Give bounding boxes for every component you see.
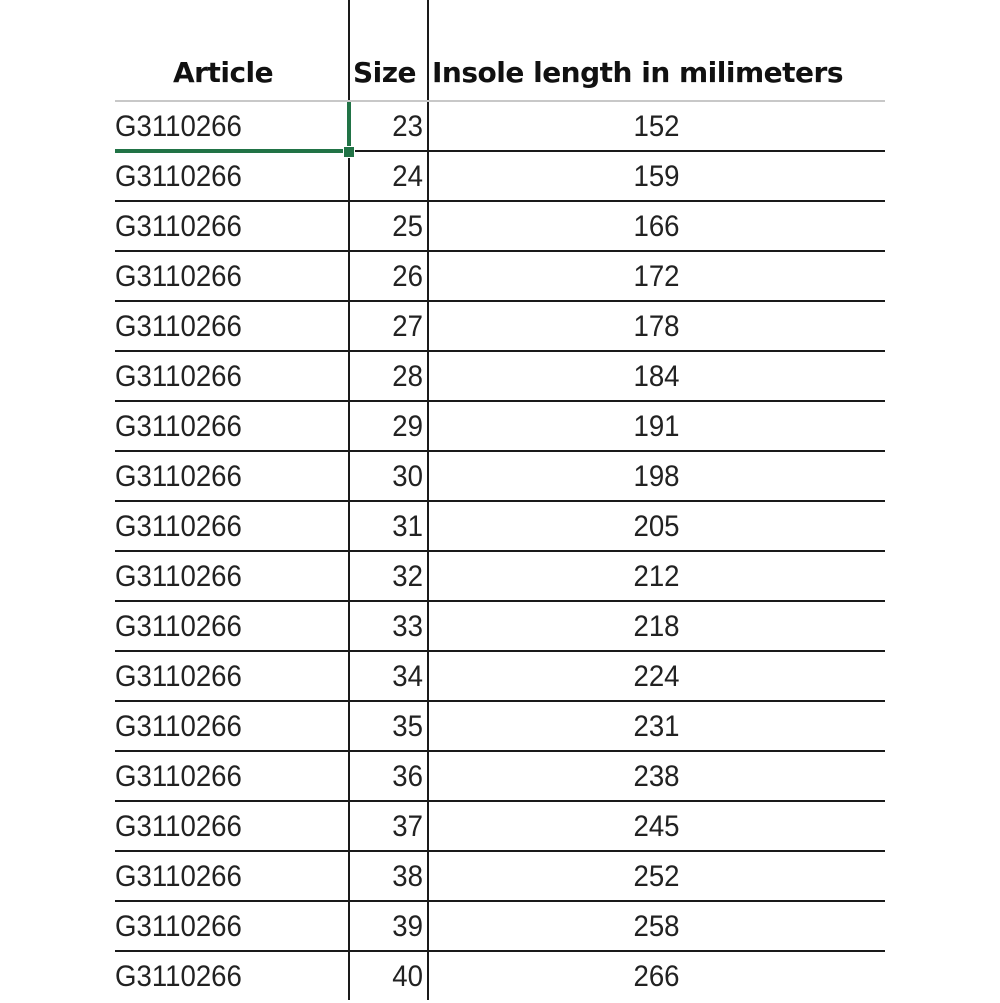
table-row: G3110266 26 172 [115,251,885,301]
row-divider [115,200,885,202]
insole-length-cell[interactable]: 166 [633,210,680,243]
article-cell[interactable]: G3110266 [115,360,242,393]
table-row: G3110266 40 266 [115,951,885,1001]
size-cell[interactable]: 25 [392,210,423,243]
row-divider [115,850,885,852]
table-row: G3110266 32 212 [115,551,885,601]
size-cell[interactable]: 32 [392,560,423,593]
selection-border [347,102,351,150]
row-divider [115,950,885,952]
insole-length-cell[interactable]: 238 [633,760,680,793]
table-row: G3110266 33 218 [115,601,885,651]
table-row: G3110266 27 178 [115,301,885,351]
article-cell[interactable]: G3110266 [115,760,242,793]
row-divider [115,300,885,302]
article-cell[interactable]: G3110266 [115,310,242,343]
insole-length-cell[interactable]: 258 [633,910,680,943]
article-cell[interactable]: G3110266 [115,510,242,543]
size-cell[interactable]: 30 [392,460,423,493]
header-insole-length[interactable]: Insole length in milimeters [432,56,843,89]
table-row: G3110266 29 191 [115,401,885,451]
row-divider [115,900,885,902]
row-divider [115,250,885,252]
row-divider [115,800,885,802]
article-cell[interactable]: G3110266 [115,610,242,643]
insole-length-cell[interactable]: 266 [633,960,680,993]
insole-length-cell[interactable]: 231 [633,710,680,743]
size-cell[interactable]: 37 [392,810,423,843]
article-cell[interactable]: G3110266 [115,660,242,693]
size-cell[interactable]: 29 [392,410,423,443]
size-cell[interactable]: 33 [392,610,423,643]
size-cell[interactable]: 31 [392,510,423,543]
article-cell[interactable]: G3110266 [115,160,242,193]
table-row: G3110266 36 238 [115,751,885,801]
table-row: G3110266 37 245 [115,801,885,851]
table-row: G3110266 24 159 [115,151,885,201]
row-divider [115,700,885,702]
row-divider [115,500,885,502]
size-cell[interactable]: 35 [392,710,423,743]
insole-length-cell[interactable]: 159 [633,160,680,193]
row-divider [115,750,885,752]
article-cell[interactable]: G3110266 [115,710,242,743]
insole-length-cell[interactable]: 224 [633,660,680,693]
article-cell[interactable]: G3110266 [115,210,242,243]
size-cell[interactable]: 40 [392,960,423,993]
size-cell[interactable]: 28 [392,360,423,393]
insole-length-cell[interactable]: 178 [633,310,680,343]
row-divider [115,450,885,452]
size-cell[interactable]: 26 [392,260,423,293]
table-row: G3110266 35 231 [115,701,885,751]
table-row: G3110266 34 224 [115,651,885,701]
table-row: G3110266 23 152 [115,101,885,151]
header-divider [115,100,885,102]
size-cell[interactable]: 27 [392,310,423,343]
insole-length-cell[interactable]: 198 [633,460,680,493]
insole-length-cell[interactable]: 245 [633,810,680,843]
row-divider [115,600,885,602]
article-cell[interactable]: G3110266 [115,410,242,443]
table-row: G3110266 30 198 [115,451,885,501]
table-row: G3110266 25 166 [115,201,885,251]
size-cell[interactable]: 38 [392,860,423,893]
row-divider [115,650,885,652]
insole-length-cell[interactable]: 252 [633,860,680,893]
table-row: G3110266 38 252 [115,851,885,901]
header-article[interactable]: Article [173,56,274,89]
article-cell[interactable]: G3110266 [115,910,242,943]
size-cell[interactable]: 23 [392,110,423,143]
insole-length-cell[interactable]: 205 [633,510,680,543]
row-divider [115,150,885,152]
size-cell[interactable]: 34 [392,660,423,693]
insole-length-cell[interactable]: 212 [633,560,680,593]
row-divider [115,350,885,352]
selection-border [115,149,347,153]
row-divider [115,550,885,552]
table-row: G3110266 39 258 [115,901,885,951]
article-cell[interactable]: G3110266 [115,260,242,293]
size-cell[interactable]: 39 [392,910,423,943]
insole-length-cell[interactable]: 184 [633,360,680,393]
article-cell[interactable]: G3110266 [115,810,242,843]
insole-length-cell[interactable]: 152 [633,110,680,143]
insole-length-cell[interactable]: 172 [633,260,680,293]
insole-length-cell[interactable]: 191 [633,410,680,443]
insole-length-cell[interactable]: 218 [633,610,680,643]
article-cell[interactable]: G3110266 [115,110,242,143]
article-cell[interactable]: G3110266 [115,960,242,993]
article-cell[interactable]: G3110266 [115,860,242,893]
table-row: G3110266 31 205 [115,501,885,551]
fill-handle[interactable] [343,146,355,158]
article-cell[interactable]: G3110266 [115,560,242,593]
header-size[interactable]: Size [353,56,417,89]
size-cell[interactable]: 36 [392,760,423,793]
row-divider [115,400,885,402]
size-cell[interactable]: 24 [392,160,423,193]
table-row: G3110266 28 184 [115,351,885,401]
article-cell[interactable]: G3110266 [115,460,242,493]
